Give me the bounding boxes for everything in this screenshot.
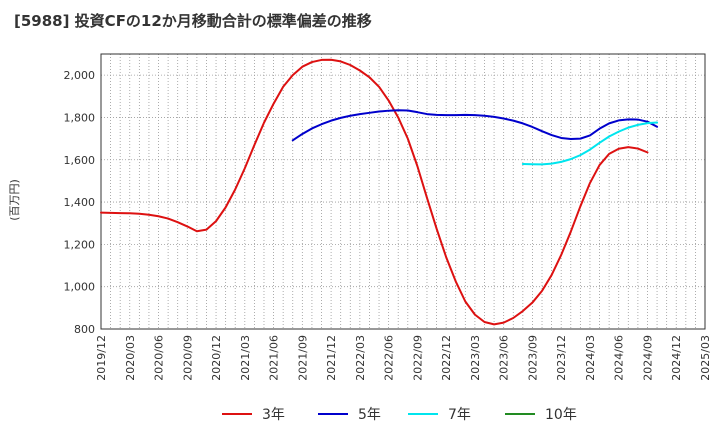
y-axis-ticks: 800 1,000 1,200 1,400 1,600 1,800 2,000 [64, 69, 96, 336]
legend-label: 7年 [448, 407, 471, 423]
x-tick-label: 2021/03 [239, 335, 252, 381]
plot-border [100, 53, 706, 330]
series-line-3年 [100, 58, 649, 326]
y-axis-label: (百万円) [8, 179, 21, 221]
x-tick-label: 2022/06 [383, 335, 396, 381]
x-tick-label: 2021/06 [268, 335, 281, 381]
x-tick-label: 2025/03 [699, 335, 712, 381]
x-tick-label: 2023/03 [469, 335, 482, 381]
x-tick-label: 2019/12 [95, 335, 108, 381]
x-tick-label: 2023/06 [498, 335, 511, 381]
x-tick-label: 2021/12 [325, 335, 338, 381]
x-tick-label: 2021/09 [296, 335, 309, 381]
x-tick-label: 2020/12 [210, 335, 223, 381]
x-tick-label: 2024/06 [613, 335, 626, 381]
series-line-5年 [291, 109, 659, 142]
x-tick-label: 2022/12 [440, 335, 453, 381]
y-tick-label: 800 [74, 323, 95, 336]
chart-title: [5988] 投資CFの12か月移動合計の標準偏差の推移 [14, 12, 372, 30]
y-tick-label: 2,000 [64, 69, 96, 82]
x-tick-label: 2022/03 [354, 335, 367, 381]
legend-label: 10年 [545, 407, 577, 423]
legend: 3年 5年 7年 10年 [222, 407, 577, 423]
y-tick-label: 1,600 [64, 154, 96, 167]
y-tick-label: 1,800 [64, 111, 96, 124]
series-line-7年 [521, 121, 659, 166]
y-tick-label: 1,000 [64, 281, 96, 294]
x-tick-label: 2023/12 [555, 335, 568, 381]
y-tick-label: 1,400 [64, 196, 96, 209]
series-lines [100, 58, 659, 326]
x-axis-ticks: 2019/12 2020/03 2020/06 2020/09 2020/12 2021/… [95, 335, 712, 381]
vertical-gridlines [110, 54, 696, 329]
legend-label: 3年 [262, 407, 285, 423]
x-tick-label: 2023/09 [526, 335, 539, 381]
y-tick-label: 1,200 [64, 238, 96, 251]
x-tick-label: 2024/09 [641, 335, 654, 381]
x-tick-label: 2024/12 [670, 335, 683, 381]
x-tick-label: 2022/09 [411, 335, 424, 381]
x-tick-label: 2024/03 [584, 335, 597, 381]
x-tick-label: 2020/09 [181, 335, 194, 381]
x-tick-label: 2020/06 [153, 335, 166, 381]
legend-label: 5年 [358, 407, 381, 423]
x-tick-label: 2020/03 [124, 335, 137, 381]
plot-background [101, 54, 705, 329]
